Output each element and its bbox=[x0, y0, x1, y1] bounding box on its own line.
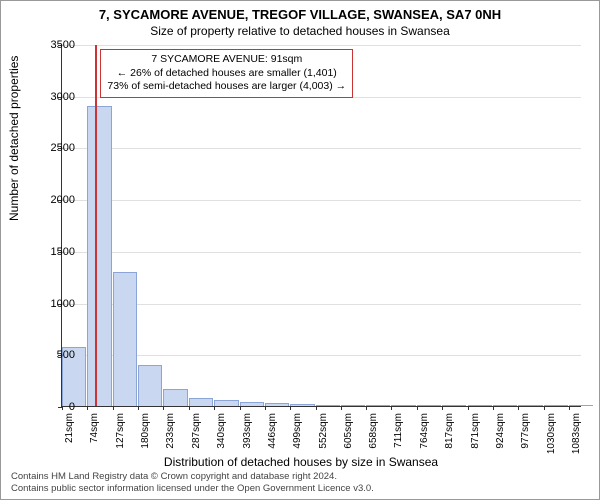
histogram-bar bbox=[265, 403, 289, 406]
histogram-bar bbox=[240, 402, 264, 406]
histogram-bar bbox=[290, 404, 314, 406]
histogram-bar bbox=[544, 405, 568, 406]
xtick-label: 499sqm bbox=[292, 413, 303, 449]
annotation-line2: ← 26% of detached houses are smaller (1,… bbox=[107, 67, 346, 81]
histogram-bar bbox=[341, 405, 365, 406]
histogram-bar bbox=[214, 400, 238, 406]
footer: Contains HM Land Registry data © Crown c… bbox=[11, 471, 374, 495]
histogram-bar bbox=[316, 405, 340, 406]
xtick-label: 340sqm bbox=[216, 413, 227, 449]
xtick-label: 233sqm bbox=[165, 413, 176, 449]
histogram-bar bbox=[468, 405, 492, 406]
xtick-mark bbox=[391, 406, 392, 410]
xtick-label: 605sqm bbox=[343, 413, 354, 449]
ytick-label: 1500 bbox=[35, 246, 75, 258]
histogram-bar bbox=[189, 398, 213, 406]
y-axis-label: Number of detached properties bbox=[7, 56, 21, 221]
xtick-label: 871sqm bbox=[470, 413, 481, 449]
x-axis-label: Distribution of detached houses by size … bbox=[1, 455, 600, 469]
ytick-label: 3000 bbox=[35, 91, 75, 103]
xtick-label: 74sqm bbox=[89, 413, 100, 443]
histogram-bar bbox=[493, 405, 517, 406]
xtick-label: 817sqm bbox=[444, 413, 455, 449]
xtick-label: 977sqm bbox=[520, 413, 531, 449]
histogram-bar bbox=[518, 405, 542, 406]
histogram-bar bbox=[138, 365, 162, 406]
chart-title: 7, SYCAMORE AVENUE, TREGOF VILLAGE, SWAN… bbox=[1, 1, 599, 22]
xtick-label: 924sqm bbox=[495, 413, 506, 449]
xtick-mark bbox=[163, 406, 164, 410]
xtick-mark bbox=[544, 406, 545, 410]
xtick-mark bbox=[240, 406, 241, 410]
xtick-mark bbox=[493, 406, 494, 410]
histogram-bar bbox=[442, 405, 466, 406]
gridline bbox=[62, 355, 581, 356]
xtick-mark bbox=[442, 406, 443, 410]
xtick-mark bbox=[265, 406, 266, 410]
xtick-label: 658sqm bbox=[368, 413, 379, 449]
ytick-label: 500 bbox=[35, 349, 75, 361]
ytick-label: 2000 bbox=[35, 194, 75, 206]
ytick-label: 3500 bbox=[35, 39, 75, 51]
chart-container: 7, SYCAMORE AVENUE, TREGOF VILLAGE, SWAN… bbox=[0, 0, 600, 500]
ytick-label: 2500 bbox=[35, 142, 75, 154]
xtick-label: 446sqm bbox=[267, 413, 278, 449]
histogram-bar bbox=[113, 272, 137, 406]
chart-subtitle: Size of property relative to detached ho… bbox=[1, 22, 599, 38]
histogram-bar bbox=[391, 405, 415, 406]
xtick-label: 552sqm bbox=[318, 413, 329, 449]
xtick-mark bbox=[366, 406, 367, 410]
xtick-label: 711sqm bbox=[393, 413, 404, 448]
gridline bbox=[62, 45, 581, 46]
xtick-label: 393sqm bbox=[242, 413, 253, 449]
xtick-mark bbox=[468, 406, 469, 410]
xtick-mark bbox=[113, 406, 114, 410]
gridline bbox=[62, 304, 581, 305]
xtick-mark bbox=[138, 406, 139, 410]
xtick-label: 21sqm bbox=[64, 413, 75, 443]
histogram-bar bbox=[163, 389, 187, 406]
plot-area bbox=[61, 45, 581, 407]
xtick-mark bbox=[214, 406, 215, 410]
xtick-label: 764sqm bbox=[419, 413, 430, 449]
xtick-label: 180sqm bbox=[140, 413, 151, 449]
footer-line2: Contains public sector information licen… bbox=[11, 483, 374, 495]
gridline bbox=[62, 252, 581, 253]
annotation-line1: 7 SYCAMORE AVENUE: 91sqm bbox=[107, 53, 346, 67]
xtick-mark bbox=[569, 406, 570, 410]
gridline bbox=[62, 200, 581, 201]
annotation-box: 7 SYCAMORE AVENUE: 91sqm← 26% of detache… bbox=[100, 49, 353, 98]
xtick-mark bbox=[518, 406, 519, 410]
subject-property-marker bbox=[95, 45, 97, 406]
xtick-mark bbox=[316, 406, 317, 410]
xtick-mark bbox=[87, 406, 88, 410]
xtick-mark bbox=[417, 406, 418, 410]
histogram-bar bbox=[569, 405, 593, 406]
xtick-mark bbox=[341, 406, 342, 410]
histogram-bar bbox=[366, 405, 390, 406]
xtick-mark bbox=[290, 406, 291, 410]
histogram-bar bbox=[417, 405, 441, 406]
xtick-label: 127sqm bbox=[115, 413, 126, 449]
xtick-label: 1083sqm bbox=[571, 413, 582, 454]
ytick-label: 0 bbox=[35, 401, 75, 413]
xtick-mark bbox=[189, 406, 190, 410]
gridline bbox=[62, 148, 581, 149]
annotation-line3: 73% of semi-detached houses are larger (… bbox=[107, 80, 346, 94]
footer-line1: Contains HM Land Registry data © Crown c… bbox=[11, 471, 374, 483]
ytick-label: 1000 bbox=[35, 298, 75, 310]
histogram-bar bbox=[87, 106, 111, 406]
xtick-label: 287sqm bbox=[191, 413, 202, 449]
xtick-label: 1030sqm bbox=[546, 413, 557, 454]
